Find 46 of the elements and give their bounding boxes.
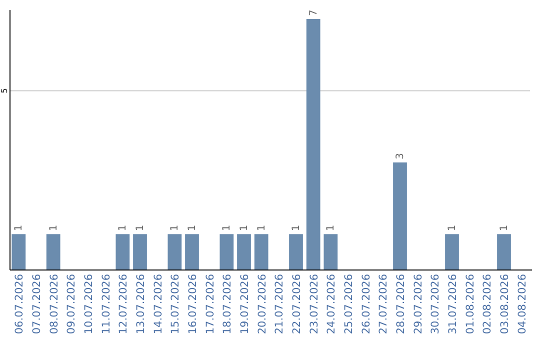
x-tick-label: 18.07.2026: [222, 274, 234, 334]
x-tick-label: 25.07.2026: [343, 274, 355, 334]
x-tick-label: 16.07.2026: [187, 274, 199, 334]
x-tick-label: 03.08.2026: [499, 274, 511, 334]
x-tick-label: 27.07.2026: [378, 274, 390, 334]
x-tick-label: 11.07.2026: [100, 274, 112, 334]
x-tick-label: 21.07.2026: [274, 274, 286, 334]
x-tick-label: 12.07.2026: [118, 274, 130, 334]
x-tick-label: 23.07.2026: [308, 274, 320, 334]
data-label: 1: [291, 224, 302, 232]
data-label: 1: [187, 224, 198, 232]
data-label: 1: [48, 224, 60, 232]
x-tick-label: 17.07.2026: [204, 274, 216, 334]
x-tick-label: 02.08.2026: [482, 274, 494, 334]
data-label: 1: [499, 224, 510, 232]
x-tick-label: 26.07.2026: [360, 274, 372, 334]
x-tick-label: 10.07.2026: [83, 274, 95, 334]
y-tick-label: 5: [0, 88, 9, 94]
data-label: 1: [118, 224, 129, 232]
data-label: 1: [222, 224, 233, 232]
x-tick-label: 22.07.2026: [291, 274, 303, 334]
x-tick-label: 07.07.2026: [31, 274, 43, 334]
x-tick-label: 06.07.2026: [14, 274, 26, 334]
data-label: 1: [256, 224, 268, 232]
x-tick-label: 15.07.2026: [170, 274, 182, 334]
x-tick-label: 20.07.2026: [256, 274, 268, 334]
x-tick-label: 08.07.2026: [48, 274, 60, 334]
data-label: 1: [170, 224, 181, 232]
x-tick-label: 28.07.2026: [395, 274, 407, 334]
x-tick-label: 14.07.2026: [152, 274, 164, 334]
x-tick-label: 04.08.2026: [516, 274, 528, 334]
x-tick-label: 01.08.2026: [464, 274, 476, 334]
x-tick-label: 31.07.2026: [447, 274, 459, 334]
data-label: 1: [326, 224, 337, 232]
x-tick-label: 09.07.2026: [66, 274, 78, 334]
x-tick-label: 29.07.2026: [412, 274, 424, 334]
data-label: 1: [135, 224, 146, 232]
x-tick-label: 30.07.2026: [430, 274, 442, 334]
data-label: 1: [239, 224, 250, 232]
data-label: 1: [14, 224, 25, 232]
data-label: 1: [447, 224, 458, 232]
x-tick-label: 13.07.2026: [135, 274, 147, 334]
data-label: 3: [395, 153, 406, 160]
x-tick-label: 24.07.2026: [326, 274, 338, 334]
data-label: 7: [308, 10, 320, 16]
x-tick-label: 19.07.2026: [239, 274, 251, 334]
